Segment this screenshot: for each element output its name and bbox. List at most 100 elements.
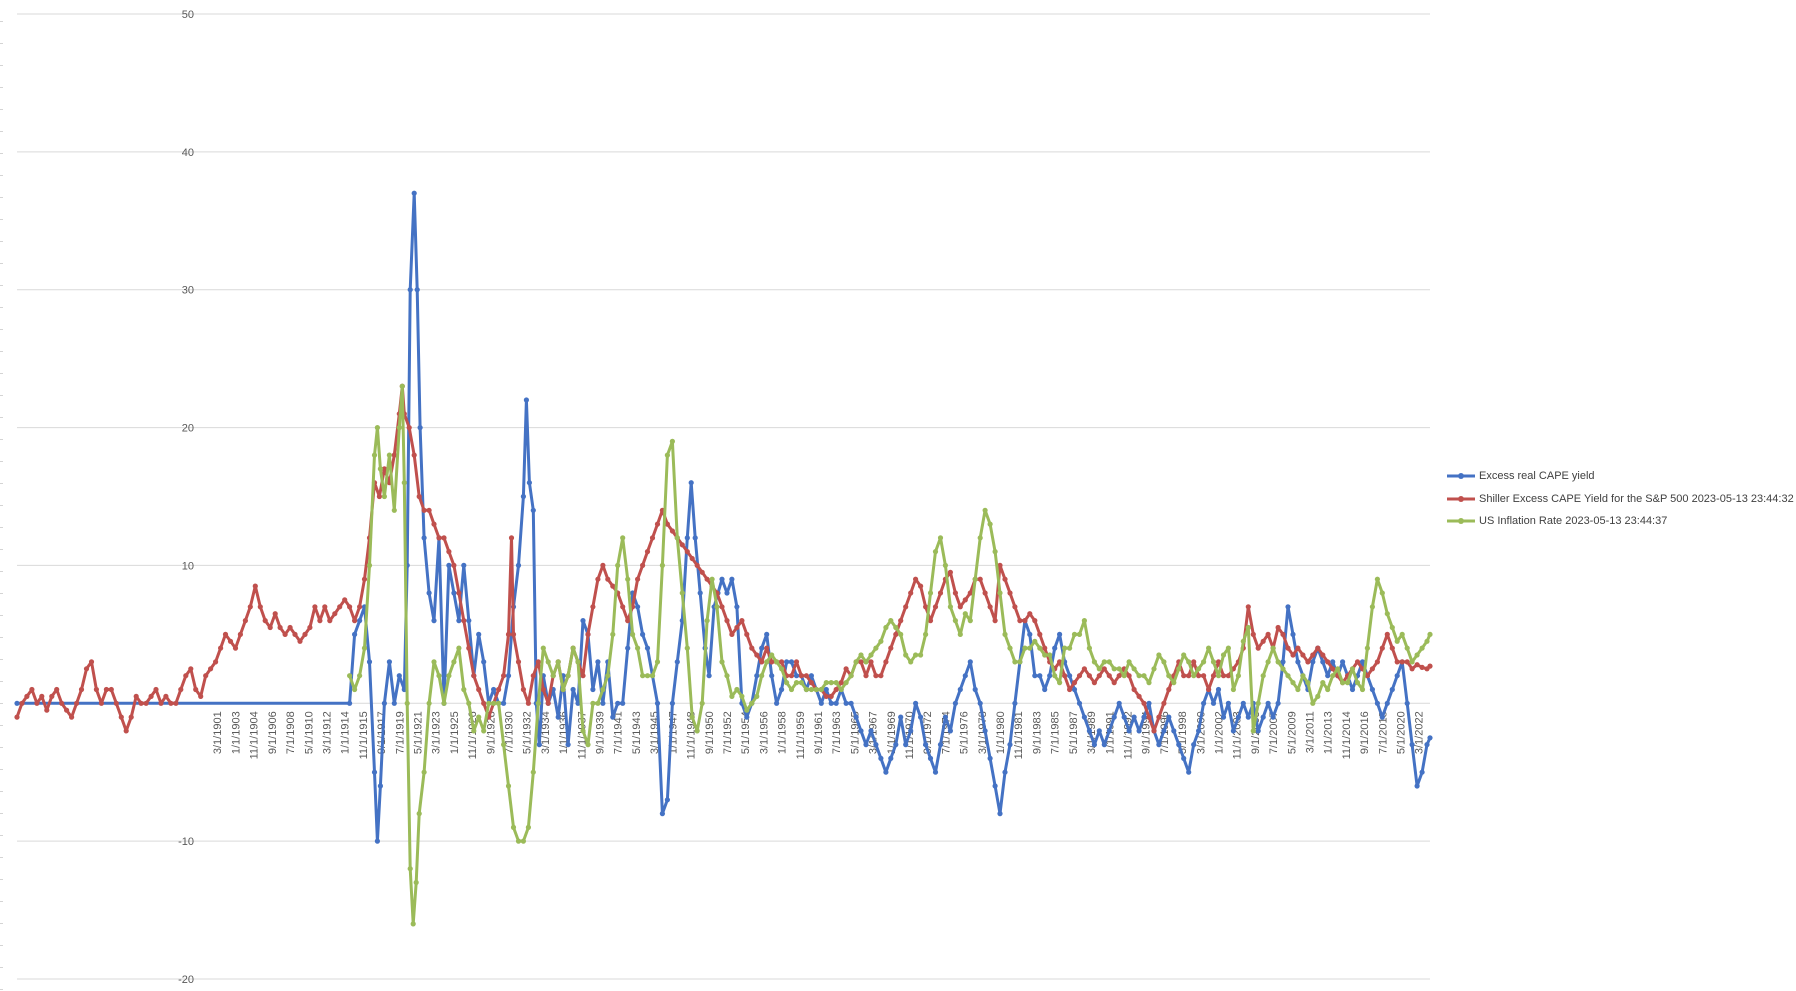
data-point — [520, 686, 527, 693]
data-point — [1265, 659, 1271, 665]
data-point — [1330, 666, 1336, 672]
data-point — [1131, 714, 1137, 720]
data-point — [635, 604, 641, 610]
data-point — [396, 673, 402, 679]
data-point — [1126, 728, 1132, 734]
data-point — [1076, 673, 1083, 679]
data-point — [411, 190, 417, 196]
data-point — [451, 659, 457, 665]
data-point — [1022, 645, 1028, 651]
data-point — [923, 604, 929, 610]
data-point — [957, 686, 963, 693]
data-point — [654, 700, 661, 706]
data-point — [1409, 666, 1415, 672]
data-point — [1384, 700, 1390, 706]
data-point — [401, 480, 407, 486]
data-point — [1265, 700, 1271, 706]
data-point — [471, 728, 477, 734]
data-point — [625, 618, 631, 624]
data-point — [1424, 742, 1430, 748]
data-point — [744, 707, 750, 713]
data-point — [967, 659, 973, 665]
data-point — [377, 783, 383, 789]
data-point — [69, 714, 75, 720]
data-point — [1121, 714, 1127, 720]
data-point — [168, 700, 174, 706]
data-point — [744, 631, 750, 638]
data-point — [501, 673, 507, 679]
data-point — [352, 686, 358, 693]
data-point — [213, 659, 219, 665]
data-point — [918, 714, 924, 720]
x-tick-label: 11/1/1937 — [576, 711, 588, 759]
data-point — [843, 680, 849, 686]
data-point — [540, 645, 546, 651]
data-point — [431, 659, 437, 665]
data-point — [535, 659, 541, 665]
data-point — [585, 742, 591, 748]
data-point — [158, 700, 164, 706]
data-point — [203, 673, 209, 679]
data-point — [1210, 673, 1217, 679]
data-point — [1340, 680, 1346, 686]
data-point — [1325, 686, 1331, 693]
x-tick-label: 3/1/1901 — [212, 711, 224, 754]
data-point — [357, 618, 363, 624]
data-point — [843, 700, 849, 706]
data-point — [932, 549, 939, 555]
data-point — [858, 728, 864, 734]
data-point — [1424, 638, 1430, 644]
x-tick-label: 9/1/1950 — [704, 711, 716, 754]
data-point — [560, 686, 566, 693]
data-point — [997, 590, 1003, 596]
data-point — [34, 700, 40, 706]
x-tick-label: 3/1/2011 — [1305, 711, 1317, 753]
data-point — [525, 824, 532, 831]
data-point — [937, 590, 944, 596]
data-point — [1215, 659, 1222, 665]
data-point — [1369, 604, 1375, 610]
data-point — [1270, 645, 1276, 651]
data-point — [347, 700, 353, 706]
data-point — [1181, 652, 1187, 658]
data-point — [615, 700, 621, 706]
data-point — [1136, 673, 1142, 679]
data-point — [1111, 680, 1117, 686]
data-point — [466, 700, 472, 706]
data-point — [1116, 673, 1122, 679]
data-point — [426, 507, 432, 513]
data-point — [1305, 659, 1311, 665]
data-point — [1364, 645, 1370, 651]
data-point — [977, 700, 983, 706]
data-point — [347, 604, 353, 610]
data-point — [674, 659, 680, 665]
data-point — [863, 742, 869, 748]
data-point — [654, 521, 661, 527]
data-point — [183, 673, 189, 679]
data-point — [788, 659, 795, 665]
data-point — [610, 583, 616, 589]
data-point — [997, 562, 1003, 569]
data-point — [1414, 652, 1420, 658]
data-point — [823, 680, 829, 686]
data-point — [1210, 700, 1217, 706]
x-tick-label: 1/1/1903 — [230, 711, 242, 754]
data-point — [1002, 631, 1008, 638]
data-point — [520, 493, 527, 500]
data-point — [526, 480, 533, 486]
data-point — [873, 645, 879, 651]
data-point — [287, 624, 293, 631]
y-tick-label: 20 — [182, 423, 194, 435]
data-point — [913, 576, 919, 582]
data-point — [466, 645, 472, 651]
data-point — [302, 631, 308, 638]
data-point — [515, 659, 522, 665]
data-point — [838, 686, 844, 693]
data-point — [1374, 576, 1380, 582]
data-point — [1270, 714, 1276, 720]
data-point — [669, 528, 676, 534]
data-point — [327, 618, 333, 624]
data-point — [952, 590, 959, 596]
data-point — [694, 562, 700, 569]
data-point — [307, 624, 313, 631]
